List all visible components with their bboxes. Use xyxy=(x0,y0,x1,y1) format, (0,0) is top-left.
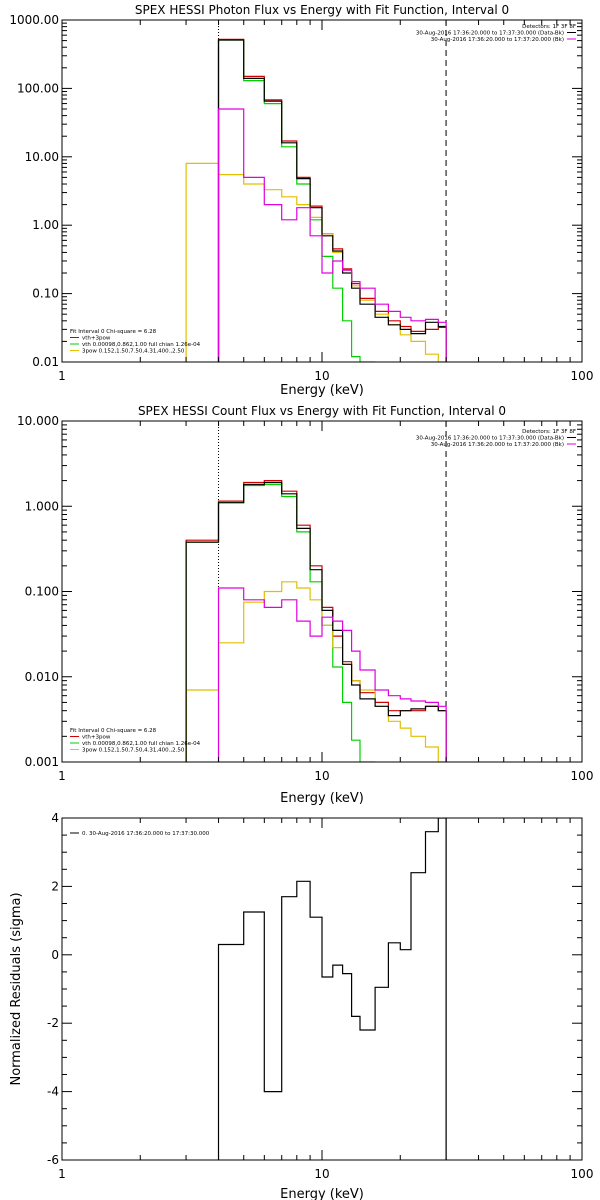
plot-area xyxy=(185,421,447,762)
chart-title: SPEX HESSI Count Flux vs Energy with Fit… xyxy=(138,404,506,418)
chart-1: SPEX HESSI Photon Flux vs Energy with Fi… xyxy=(9,3,593,398)
series-vth-3pow xyxy=(217,38,447,362)
series-3pow xyxy=(185,581,447,762)
y-tick-label: 2 xyxy=(51,879,59,893)
y-tick-label: -4 xyxy=(47,1085,59,1099)
y-axis-label: Normalized Residuals (sigma) xyxy=(9,892,24,1085)
x-tick-label: 100 xyxy=(571,1167,594,1181)
legend-text: 30-Aug-2016 17:36:20.000 to 17:37:30.000… xyxy=(416,31,564,37)
y-tick-label: 0.10 xyxy=(32,287,59,301)
plot-area xyxy=(217,818,447,1160)
series-data-bk xyxy=(217,39,447,362)
series-data-bk xyxy=(185,481,447,762)
x-axis-label: Energy (keV) xyxy=(280,791,364,806)
x-tick-label: 10 xyxy=(314,769,329,783)
series-vth-3pow xyxy=(185,480,447,762)
legend-text: Fit Interval 0 Chi-square = 6.28 xyxy=(70,329,157,335)
chart-2: SPEX HESSI Count Flux vs Energy with Fit… xyxy=(17,404,593,806)
legend-text: 30-Aug-2016 17:36:20.000 to 17:37:20.000… xyxy=(431,442,564,448)
legend-text: vth+3pow xyxy=(82,336,111,342)
y-tick-label: 10.00 xyxy=(25,150,59,164)
legend-text: Detectors: 1F 3F 8F xyxy=(522,429,576,435)
y-tick-label: 4 xyxy=(51,811,59,825)
series-residuals xyxy=(217,818,447,1160)
chart-3: 1 10 100 -6 -4 -2 0 2 4 Energy (keV) Normalized Re… xyxy=(9,811,593,1200)
y-tick-label: 0.001 xyxy=(25,755,59,769)
legend-bottomleft: Fit Interval 0 Chi-square = 6.28vth+3pow… xyxy=(70,728,201,754)
axes-frame xyxy=(61,19,583,363)
series-bk xyxy=(217,108,447,362)
y-tick-label: 0.01 xyxy=(32,355,59,369)
y-tick-label: 100.00 xyxy=(17,81,59,95)
y-tick-label: 0.100 xyxy=(25,585,59,599)
series-vth xyxy=(185,483,376,762)
chart-title: SPEX HESSI Photon Flux vs Energy with Fi… xyxy=(135,3,509,17)
y-tick-label: 1000.00 xyxy=(9,13,59,27)
legend-text: 3pow 0.152,1.50,7.50,4.31,400.,2.50 xyxy=(82,748,185,754)
y-tick-label: 0.010 xyxy=(25,670,59,684)
y-tick-label: -2 xyxy=(47,1016,59,1030)
legend-text: Detectors: 1F 3F 8F xyxy=(522,24,576,30)
x-tick-label: 1 xyxy=(58,769,66,783)
series-bk xyxy=(217,587,447,762)
legend-text: 30-Aug-2016 17:36:20.000 to 17:37:20.000… xyxy=(431,37,564,43)
y-tick-label: 0 xyxy=(51,948,59,962)
legend-text: vth+3pow xyxy=(82,735,111,741)
plot-area xyxy=(185,20,447,362)
legend-topleft: 0. 30-Aug-2016 17:36:20.000 to 17:37:30.… xyxy=(70,831,210,837)
axes-frame xyxy=(61,817,583,1161)
legend-text: vth 0.00098,0.862,1.00 full chian 1.26e-… xyxy=(82,342,201,348)
x-axis-label: Energy (keV) xyxy=(280,383,364,398)
x-tick-label: 10 xyxy=(314,369,329,383)
legend-bottomleft: Fit Interval 0 Chi-square = 6.28vth+3pow… xyxy=(70,329,201,355)
x-tick-label: 1 xyxy=(58,1167,66,1181)
x-tick-label: 1 xyxy=(58,369,66,383)
x-tick-label: 10 xyxy=(314,1167,329,1181)
legend-text: vth 0.00098,0.862,1.00 full chian 1.26e-… xyxy=(82,741,201,747)
y-tick-label: -6 xyxy=(47,1153,59,1167)
y-tick-label: 10.000 xyxy=(17,414,59,428)
y-tick-label: 1.00 xyxy=(32,218,59,232)
x-tick-label: 100 xyxy=(571,369,594,383)
y-tick-label: 1.000 xyxy=(25,499,59,513)
x-axis-label: Energy (keV) xyxy=(280,1187,364,1200)
legend-text: 3pow 0.152,1.50,7.50,4.31,400.,2.50 xyxy=(82,349,185,355)
legend-text: 0. 30-Aug-2016 17:36:20.000 to 17:37:30.… xyxy=(82,831,210,837)
legend-text: 30-Aug-2016 17:36:20.000 to 17:37:30.000… xyxy=(416,436,564,442)
legend-text: Fit Interval 0 Chi-square = 6.28 xyxy=(70,728,157,734)
x-tick-label: 100 xyxy=(571,769,594,783)
series-3pow xyxy=(185,162,447,362)
